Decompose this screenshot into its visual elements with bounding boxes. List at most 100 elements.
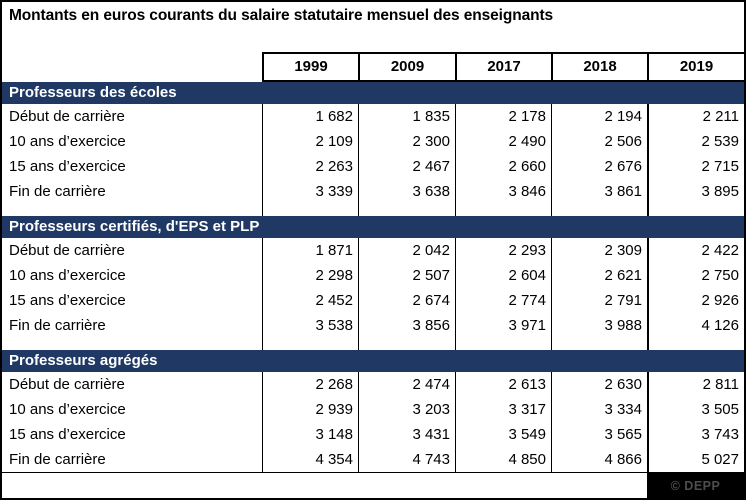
cell-value: 2 539 xyxy=(647,129,744,154)
footer-spacer xyxy=(2,473,647,498)
cell-value: 3 988 xyxy=(551,313,647,338)
cell-value: 2 506 xyxy=(551,129,647,154)
row-label: 15 ans d’exercice xyxy=(9,292,126,309)
cell-value: 3 895 xyxy=(647,179,744,204)
col-header-1999: 1999 xyxy=(262,52,358,82)
cell-value: 2 452 xyxy=(262,288,358,313)
cell-value: 2 300 xyxy=(358,129,455,154)
cell-value: 2 811 xyxy=(647,372,744,397)
row-label: Début de carrière xyxy=(9,376,125,393)
cell-value: 3 846 xyxy=(455,179,551,204)
cell-value: 2 467 xyxy=(358,154,455,179)
year-header-row: 1999 2009 2017 2018 2019 xyxy=(2,52,744,82)
cell-value: 2 630 xyxy=(551,372,647,397)
table-row: 15 ans d’exercice 2 263 2 467 2 660 2 67… xyxy=(2,154,744,179)
cell-value: 3 638 xyxy=(358,179,455,204)
table-row: Fin de carrière 3 339 3 638 3 846 3 861 … xyxy=(2,179,744,204)
row-label: Fin de carrière xyxy=(9,451,106,468)
cell-value: 3 203 xyxy=(358,397,455,422)
cell-value: 3 148 xyxy=(262,422,358,447)
figure-title: Montants en euros courants du salaire st… xyxy=(9,7,554,24)
cell-value: 2 293 xyxy=(455,238,551,263)
spacer-row xyxy=(2,204,744,216)
col-header-2009: 2009 xyxy=(358,52,455,82)
cell-value: 2 660 xyxy=(455,154,551,179)
cell-value: 2 474 xyxy=(358,372,455,397)
row-label: Fin de carrière xyxy=(9,317,106,334)
cell-value: 3 334 xyxy=(551,397,647,422)
cell-value: 3 549 xyxy=(455,422,551,447)
table-row: Fin de carrière 3 538 3 856 3 971 3 988 … xyxy=(2,313,744,338)
cell-value: 2 109 xyxy=(262,129,358,154)
table-row: Début de carrière 1 682 1 835 2 178 2 19… xyxy=(2,104,744,129)
cell-value: 3 538 xyxy=(262,313,358,338)
cell-value: 5 027 xyxy=(647,447,744,472)
table-row: 15 ans d’exercice 3 148 3 431 3 549 3 56… xyxy=(2,422,744,447)
cell-value: 2 268 xyxy=(262,372,358,397)
row-label: 15 ans d’exercice xyxy=(9,158,126,175)
table-row: Début de carrière 2 268 2 474 2 613 2 63… xyxy=(2,372,744,397)
cell-value: 3 861 xyxy=(551,179,647,204)
cell-value: 2 676 xyxy=(551,154,647,179)
cell-value: 3 971 xyxy=(455,313,551,338)
cell-value: 2 939 xyxy=(262,397,358,422)
row-label: Début de carrière xyxy=(9,108,125,125)
row-label: Fin de carrière xyxy=(9,183,106,200)
row-label: 10 ans d’exercice xyxy=(9,133,126,150)
cell-value: 2 715 xyxy=(647,154,744,179)
cell-value: 2 194 xyxy=(551,104,647,129)
cell-value: 4 354 xyxy=(262,447,358,472)
cell-value: 3 565 xyxy=(551,422,647,447)
cell-value: 2 791 xyxy=(551,288,647,313)
col-header-2017: 2017 xyxy=(455,52,551,82)
table-row: Début de carrière 1 871 2 042 2 293 2 30… xyxy=(2,238,744,263)
cell-value: 2 507 xyxy=(358,263,455,288)
cell-value: 2 211 xyxy=(647,104,744,129)
cell-value: 2 490 xyxy=(455,129,551,154)
cell-value: 2 263 xyxy=(262,154,358,179)
table-row: 10 ans d’exercice 2 109 2 300 2 490 2 50… xyxy=(2,129,744,154)
section-header-professeurs-des-ecoles: Professeurs des écoles xyxy=(2,82,744,104)
row-label: 10 ans d’exercice xyxy=(9,401,126,418)
cell-value: 2 750 xyxy=(647,263,744,288)
cell-value: 3 431 xyxy=(358,422,455,447)
cell-value: 2 422 xyxy=(647,238,744,263)
cell-value: 2 604 xyxy=(455,263,551,288)
cell-value: 3 505 xyxy=(647,397,744,422)
col-header-2019: 2019 xyxy=(647,52,744,82)
cell-value: 4 743 xyxy=(358,447,455,472)
cell-value: 3 743 xyxy=(647,422,744,447)
header-spacer xyxy=(2,52,262,82)
row-label: 15 ans d’exercice xyxy=(9,426,126,443)
cell-value: 4 866 xyxy=(551,447,647,472)
table-row: Fin de carrière 4 354 4 743 4 850 4 866 … xyxy=(2,447,744,472)
cell-value: 1 871 xyxy=(262,238,358,263)
cell-value: 2 621 xyxy=(551,263,647,288)
depp-credit-text: © DEPP xyxy=(670,478,721,493)
footer-row: © DEPP xyxy=(2,472,744,498)
cell-value: 2 613 xyxy=(455,372,551,397)
cell-value: 2 309 xyxy=(551,238,647,263)
cell-value: 2 178 xyxy=(455,104,551,129)
row-label: Début de carrière xyxy=(9,242,125,259)
row-label: 10 ans d’exercice xyxy=(9,267,126,284)
cell-value: 2 926 xyxy=(647,288,744,313)
section-header-professeurs-agreges: Professeurs agrégés xyxy=(2,350,744,372)
cell-value: 3 317 xyxy=(455,397,551,422)
cell-value: 2 774 xyxy=(455,288,551,313)
section-header-professeurs-certifies: Professeurs certifiés, d'EPS et PLP xyxy=(2,216,744,238)
cell-value: 1 835 xyxy=(358,104,455,129)
cell-value: 3 856 xyxy=(358,313,455,338)
cell-value: 1 682 xyxy=(262,104,358,129)
table-row: 15 ans d’exercice 2 452 2 674 2 774 2 79… xyxy=(2,288,744,313)
cell-value: 2 042 xyxy=(358,238,455,263)
table-row: 10 ans d’exercice 2 939 3 203 3 317 3 33… xyxy=(2,397,744,422)
cell-value: 4 126 xyxy=(647,313,744,338)
depp-credit-badge: © DEPP xyxy=(647,473,744,498)
cell-value: 2 298 xyxy=(262,263,358,288)
cell-value: 3 339 xyxy=(262,179,358,204)
col-header-2018: 2018 xyxy=(551,52,647,82)
spacer-row xyxy=(2,338,744,350)
table-row: 10 ans d’exercice 2 298 2 507 2 604 2 62… xyxy=(2,263,744,288)
